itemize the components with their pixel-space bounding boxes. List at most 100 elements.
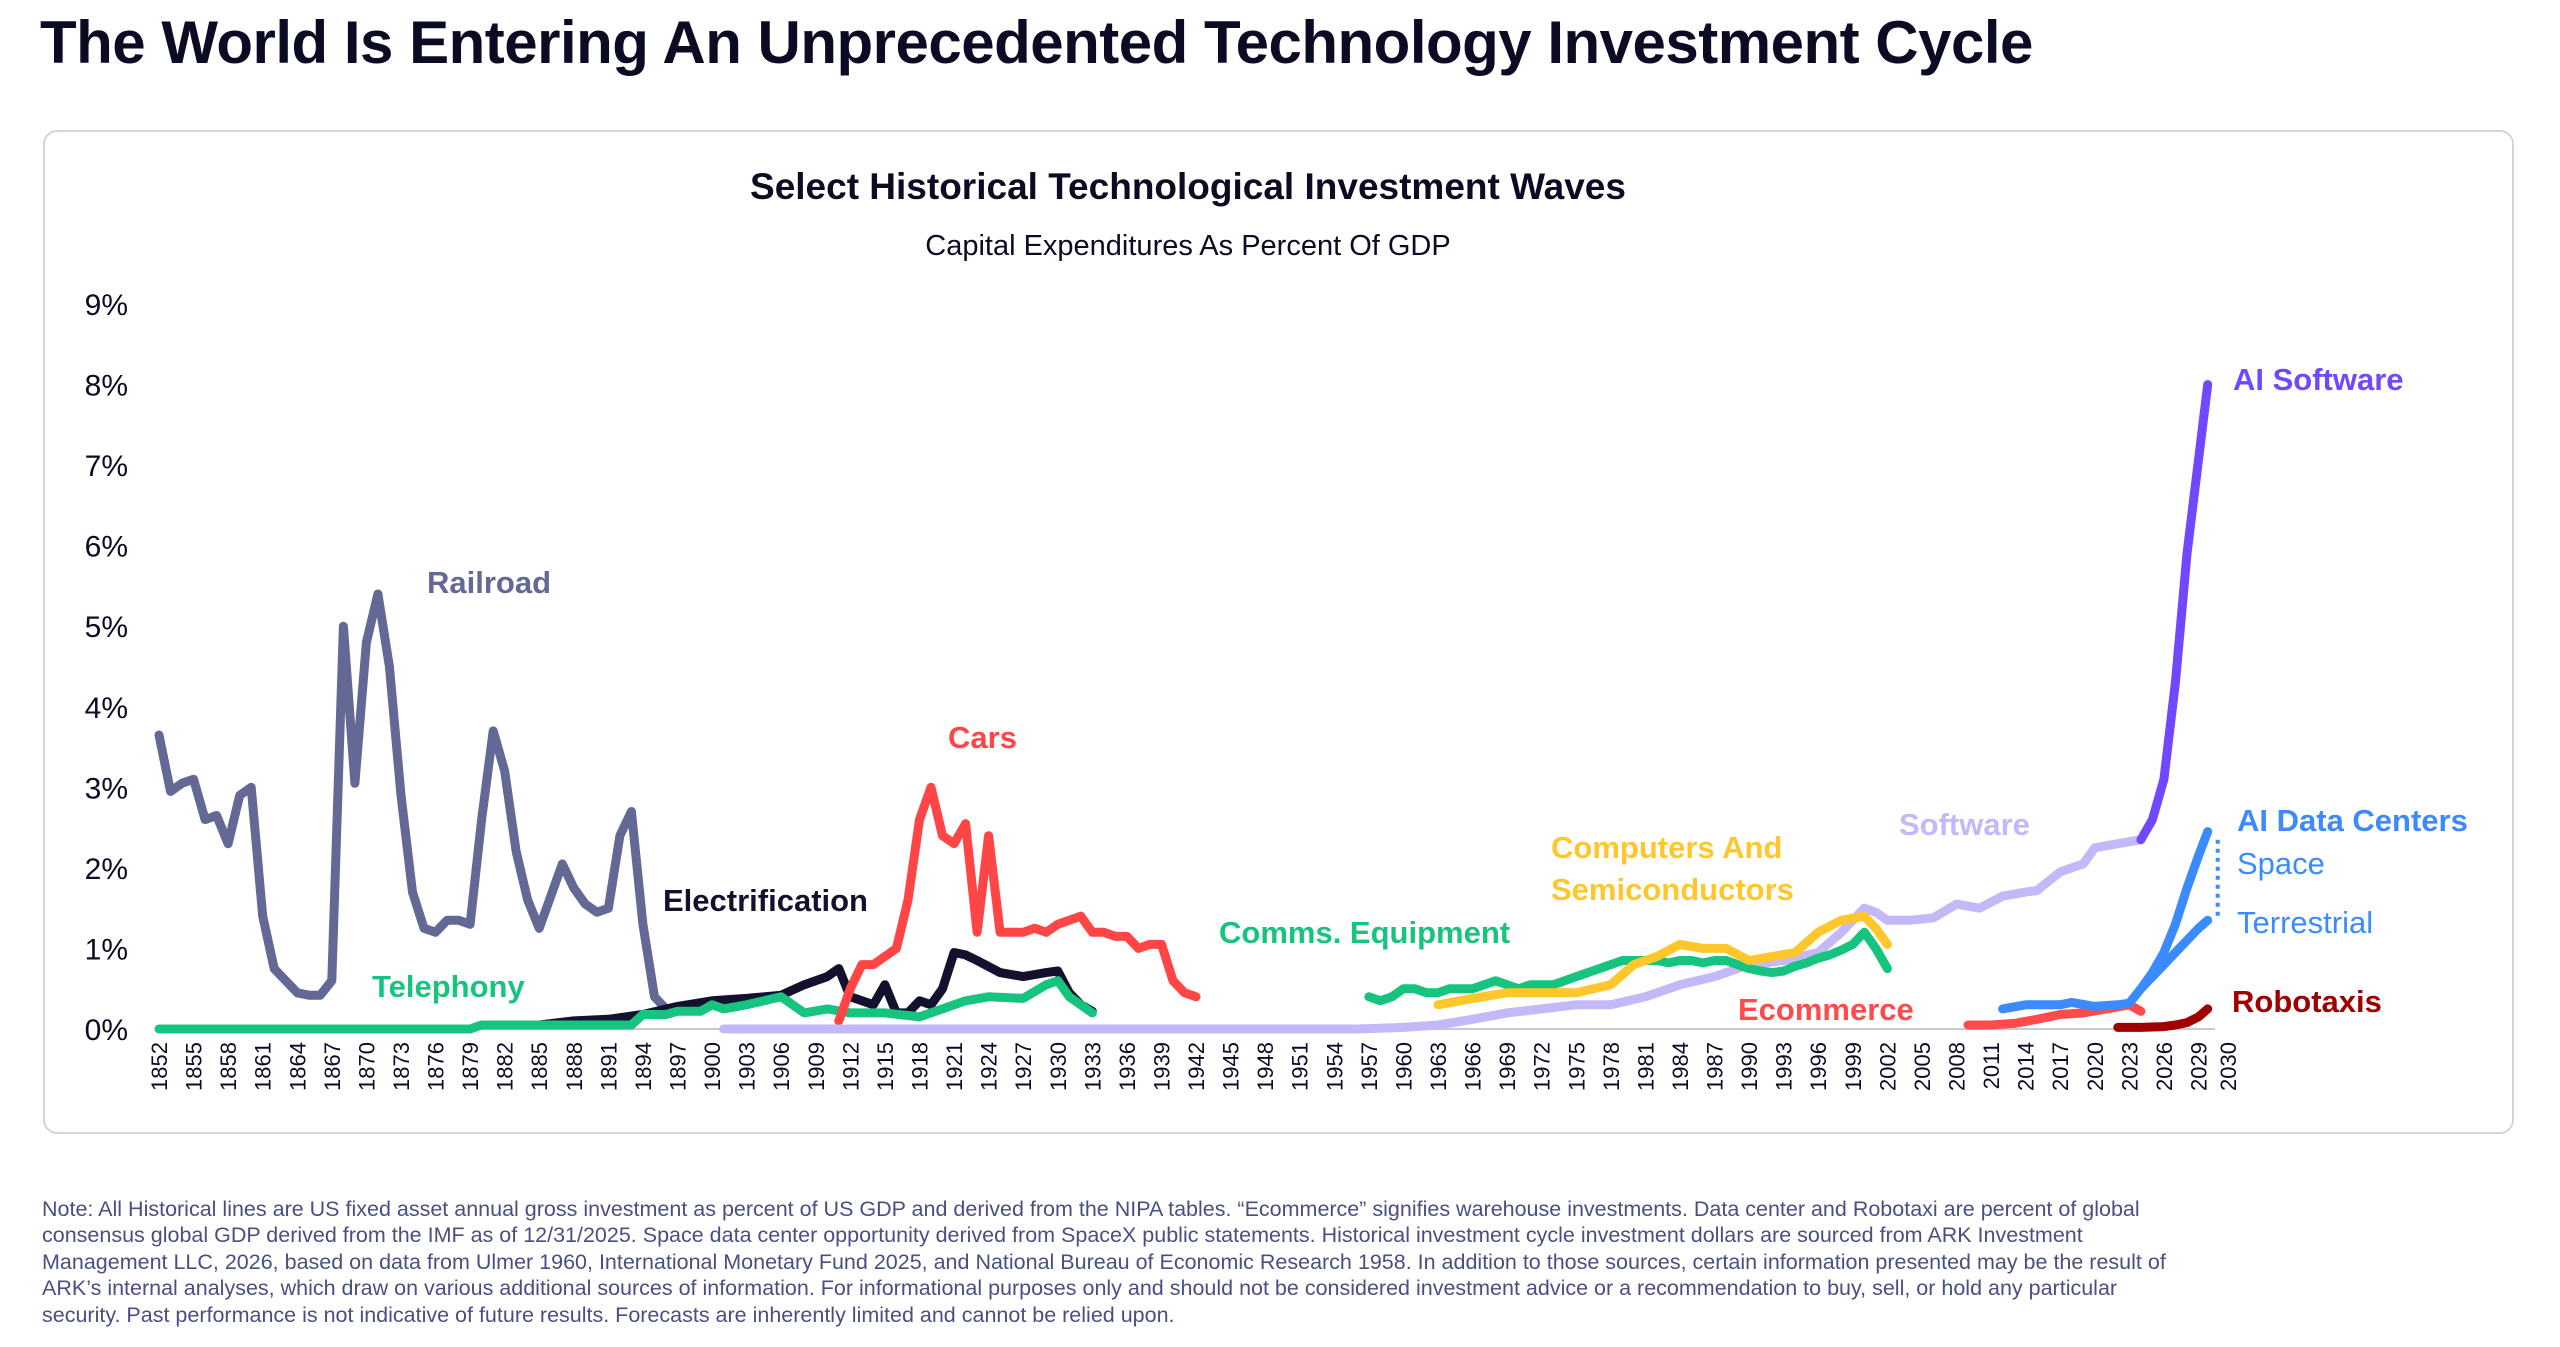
x-tick-label: 1957: [1357, 1042, 1382, 1091]
series-label-ai-data-centers: AI Data Centers: [2237, 803, 2468, 838]
footnote-line: consensus global GDP derived from the IM…: [42, 1223, 2083, 1248]
x-tick-label: 1969: [1495, 1042, 1520, 1091]
series-line-cars: [834, 782, 1201, 1026]
series-line-terrestrial: [2136, 915, 2213, 994]
x-tick-label: 2029: [2186, 1042, 2211, 1091]
x-tick-label: 1864: [285, 1042, 310, 1091]
x-tick-label: 2030: [2216, 1042, 2241, 1091]
x-tick-label: 1996: [1806, 1042, 1831, 1091]
series-label-ecommerce: Ecommerce: [1738, 992, 1914, 1027]
series-line-robotaxis: [2113, 1004, 2213, 1032]
y-tick-label: 4%: [85, 692, 128, 725]
x-tick-label: 1930: [1046, 1042, 1071, 1091]
series-label-electrification: Electrification: [663, 883, 868, 918]
x-tick-label: 1870: [354, 1042, 379, 1091]
y-tick-label: 7%: [85, 450, 128, 483]
x-tick-label: 1885: [527, 1042, 552, 1091]
footnote-line: Management LLC, 2026, based on data from…: [42, 1249, 2166, 1274]
x-tick-label: 1981: [1633, 1042, 1658, 1091]
x-tick-label: 1897: [666, 1042, 691, 1091]
x-tick-label: 1915: [873, 1042, 898, 1091]
x-tick-label: 1861: [251, 1042, 276, 1091]
x-tick-label: 1912: [838, 1042, 863, 1091]
x-tick-label: 1906: [769, 1042, 794, 1091]
x-tick-label: 1858: [216, 1042, 241, 1091]
y-tick-label: 6%: [85, 531, 128, 564]
series-label-terrestrial: Terrestrial: [2237, 905, 2373, 940]
x-tick-label: 1888: [562, 1042, 587, 1091]
x-tick-label: 1960: [1391, 1042, 1416, 1091]
x-tick-label: 2011: [1979, 1042, 2004, 1089]
x-tick-label: 1951: [1288, 1042, 1313, 1091]
x-tick-label: 1975: [1564, 1042, 1589, 1091]
series-label-robotaxis: Robotaxis: [2232, 984, 2382, 1019]
y-tick-label: 5%: [85, 611, 128, 644]
footnote: Note: All Historical lines are US fixed …: [42, 1196, 2166, 1328]
footnote-line: ARK’s internal analyses, which draw on v…: [42, 1276, 2118, 1301]
x-tick-label: 1936: [1115, 1042, 1140, 1091]
x-tick-label: 1993: [1772, 1042, 1797, 1091]
footnote-line: Note: All Historical lines are US fixed …: [42, 1197, 2140, 1221]
x-tick-label: 1984: [1668, 1042, 1693, 1091]
chart-subtitle: Capital Expenditures As Percent Of GDP: [925, 230, 1451, 262]
y-tick-label: 2%: [85, 853, 128, 886]
x-tick-label: 1882: [493, 1042, 518, 1091]
x-tick-label: 1978: [1599, 1042, 1624, 1091]
series-label-software: Software: [1899, 807, 2030, 842]
x-tick-label: 1867: [320, 1042, 345, 1091]
series-line-electrification: [534, 948, 1097, 1030]
x-tick-label: 2020: [2083, 1042, 2108, 1091]
y-tick-label: 9%: [85, 289, 128, 322]
x-tick-label: 1876: [424, 1042, 449, 1091]
x-tick-label: 1963: [1426, 1042, 1451, 1091]
y-tick-label: 0%: [85, 1014, 128, 1047]
x-tick-label: 1894: [631, 1042, 656, 1091]
series-label-railroad: Railroad: [427, 565, 551, 600]
x-tick-label: 1924: [977, 1042, 1002, 1091]
x-tick-label: 1966: [1461, 1042, 1486, 1091]
x-tick-label: 1999: [1841, 1042, 1866, 1091]
page-title: The World Is Entering An Unprecedented T…: [40, 9, 2033, 76]
series-label-ai-software: AI Software: [2233, 362, 2404, 397]
x-tick-label: 1948: [1253, 1042, 1278, 1091]
series-line-telephony: [154, 976, 1097, 1034]
x-tick-label: 2026: [2152, 1042, 2177, 1091]
x-tick-label: 2017: [2048, 1042, 2073, 1091]
x-tick-label: 1891: [596, 1042, 621, 1091]
y-tick-label: 1%: [85, 933, 128, 966]
series-line-ai-software: [2136, 380, 2213, 845]
chart-card: [43, 130, 2514, 1134]
series-line-software: [719, 835, 2146, 1034]
y-tick-label: 3%: [85, 772, 128, 805]
x-tick-label: 1990: [1737, 1042, 1762, 1091]
x-tick-label: 1852: [147, 1042, 172, 1091]
x-tick-label: 1927: [1011, 1042, 1036, 1091]
x-tick-label: 1900: [700, 1042, 725, 1091]
footnote-line: security. Past performance is not indica…: [42, 1302, 1175, 1327]
series-label-comms-equipment: Comms. Equipment: [1219, 915, 1510, 950]
x-tick-label: 1879: [458, 1042, 483, 1091]
x-tick-label: 1855: [182, 1042, 207, 1091]
x-tick-label: 2002: [1875, 1042, 1900, 1091]
series-line-ai-data-centers: [1998, 827, 2213, 1014]
series-label-computers-and-semiconductors: Computers And: [1551, 830, 1782, 865]
y-tick-label: 8%: [85, 370, 128, 403]
series-label-cars: Cars: [948, 720, 1017, 755]
x-tick-label: 1954: [1322, 1042, 1347, 1091]
x-tick-label: 1972: [1530, 1042, 1555, 1091]
x-tick-label: 1903: [735, 1042, 760, 1091]
x-tick-label: 2014: [2014, 1042, 2039, 1091]
x-tick-label: 1918: [907, 1042, 932, 1091]
x-tick-label: 1909: [804, 1042, 829, 1091]
x-tick-label: 2023: [2117, 1042, 2142, 1091]
x-tick-label: 1921: [942, 1042, 967, 1091]
x-tick-label: 1933: [1080, 1042, 1105, 1091]
chart-title: Select Historical Technological Investme…: [750, 166, 1626, 207]
x-tick-label: 1942: [1184, 1042, 1209, 1091]
x-tick-label: 1873: [389, 1042, 414, 1091]
x-tick-label: 1987: [1703, 1042, 1728, 1091]
series-label-telephony: Telephony: [372, 969, 525, 1004]
series-line-railroad: [154, 589, 682, 1016]
x-tick-label: 1939: [1149, 1042, 1174, 1091]
